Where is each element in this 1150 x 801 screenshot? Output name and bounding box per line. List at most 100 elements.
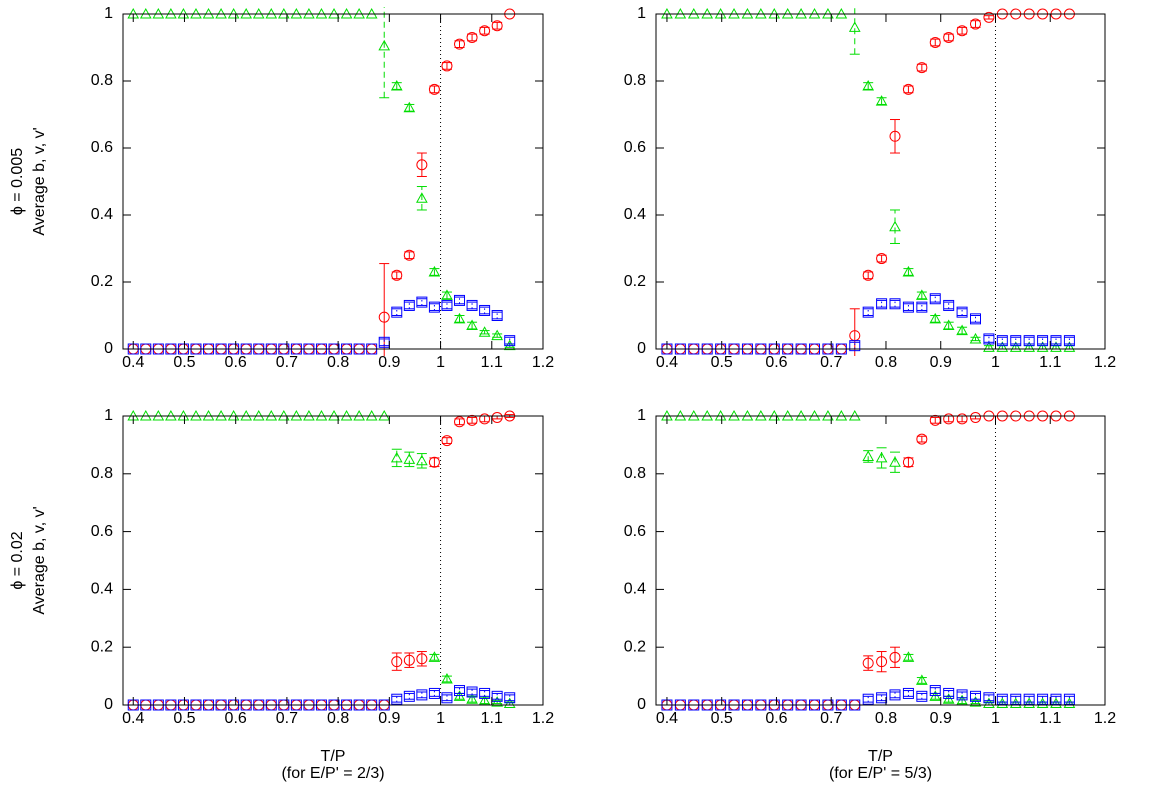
plot-area xyxy=(127,7,516,356)
panel: 0.4 0.5 0.6 0.7 0.8 0.9 1 1.1 1.2 0 0.2 0.4 0.6 0.8 1 xyxy=(624,5,1116,371)
square-marker xyxy=(876,298,888,310)
square-marker xyxy=(1063,335,1075,347)
circle-marker xyxy=(466,31,478,43)
square-marker xyxy=(1023,335,1035,347)
plot-frame xyxy=(122,415,544,706)
circle-marker xyxy=(876,656,888,668)
x-axis-label: (for E/P' = 5/3) xyxy=(829,765,932,782)
y-tick-label: 0 xyxy=(637,340,646,357)
y-tick-label: 0.6 xyxy=(91,139,113,156)
triangle-marker xyxy=(403,101,416,113)
square-marker xyxy=(491,310,503,321)
triangle-marker xyxy=(491,329,504,341)
plot-frame xyxy=(655,13,1106,350)
triangle-marker xyxy=(403,453,416,464)
triangle-marker xyxy=(902,651,915,662)
x-tick-label: 0.8 xyxy=(875,710,897,727)
x-tick-label: 0.4 xyxy=(656,354,678,371)
circle-marker xyxy=(403,249,415,261)
y-tick-label: 0.4 xyxy=(91,581,113,598)
square-marker xyxy=(929,685,941,697)
circle-marker xyxy=(970,18,982,30)
triangle-marker xyxy=(915,674,928,685)
circle-marker xyxy=(943,413,955,425)
triangle-marker xyxy=(1036,697,1049,709)
square-marker xyxy=(1050,335,1062,347)
triangle-marker xyxy=(428,265,441,277)
triangle-marker xyxy=(889,456,901,467)
circle-marker xyxy=(862,269,874,281)
y-tick-label: 0.6 xyxy=(624,523,646,540)
triangle-marker xyxy=(416,454,428,466)
x-tick-label: 1.1 xyxy=(1039,354,1061,371)
panel: 0.4 0.5 0.6 0.7 0.8 0.9 1 1.1 1.2 0 0.2 0.4 0.6 0.8 1 ϕ… xyxy=(9,5,554,371)
square-marker xyxy=(1037,335,1049,347)
triangle-marker xyxy=(1050,341,1062,352)
y-tick-label: 0.8 xyxy=(91,72,113,89)
circle-marker xyxy=(902,83,914,95)
circle-marker xyxy=(454,38,466,50)
triangle-marker xyxy=(875,95,888,106)
x-tick-label: 0.5 xyxy=(173,354,195,371)
x-tick-label: 0.4 xyxy=(122,354,144,371)
square-marker xyxy=(1037,693,1049,705)
x-tick-label: 0.5 xyxy=(711,710,733,727)
circle-marker xyxy=(441,60,453,72)
y-tick-label: 0.2 xyxy=(624,273,646,290)
triangle-marker xyxy=(902,265,915,277)
square-marker xyxy=(996,693,1008,705)
square-marker xyxy=(391,693,403,705)
square-marker xyxy=(983,692,995,704)
y-tick-label: 1 xyxy=(104,407,113,424)
x-tick-label: 0.9 xyxy=(930,710,952,727)
x-tick-label: 0.6 xyxy=(225,354,247,371)
x-tick-label: 0.6 xyxy=(765,354,787,371)
square-marker xyxy=(916,690,928,702)
circle-marker xyxy=(983,11,995,23)
circle-marker xyxy=(403,654,415,666)
circle-marker xyxy=(466,414,478,426)
x-tick-label: 0.6 xyxy=(225,710,247,727)
triangle-marker xyxy=(942,319,955,331)
square-marker xyxy=(479,304,491,316)
x-axis-label: T/P xyxy=(321,748,346,765)
triangle-marker xyxy=(378,39,391,51)
circle-marker xyxy=(391,269,403,281)
plot-area xyxy=(661,7,1076,356)
triangle-marker xyxy=(1063,697,1076,709)
triangle-marker xyxy=(1036,341,1049,352)
triangle-marker xyxy=(390,451,403,463)
circle-marker xyxy=(428,83,440,95)
square-marker xyxy=(943,299,955,311)
triangle-marker xyxy=(996,341,1009,352)
square-marker xyxy=(1050,693,1062,705)
y-axis-label: Average b, v, v' xyxy=(31,506,48,614)
circle-marker xyxy=(889,130,901,142)
x-tick-label: 0.9 xyxy=(930,354,952,371)
square-marker xyxy=(862,693,874,705)
triangle-marker xyxy=(862,79,875,91)
triangle-marker xyxy=(453,312,466,324)
square-marker xyxy=(491,690,503,702)
triangle-marker xyxy=(1023,697,1036,709)
y-tick-label: 0.2 xyxy=(91,638,113,655)
x-tick-label: 0.6 xyxy=(765,710,787,727)
x-tick-label: 1 xyxy=(436,710,445,727)
x-tick-label: 0.7 xyxy=(820,710,842,727)
triangle-marker xyxy=(1063,341,1076,352)
triangle-marker xyxy=(1050,697,1062,709)
square-marker xyxy=(996,335,1008,347)
y-tick-label: 0.2 xyxy=(91,273,113,290)
x-axis-label: T/P xyxy=(868,748,893,765)
y-tick-label: 0.4 xyxy=(624,581,646,598)
circle-marker xyxy=(491,20,503,32)
circle-marker xyxy=(916,433,928,445)
x-tick-label: 1.2 xyxy=(532,710,554,727)
triangle-marker xyxy=(983,341,995,352)
square-marker xyxy=(504,692,516,704)
x-tick-label: 0.8 xyxy=(875,354,897,371)
circle-marker xyxy=(416,159,428,171)
square-marker xyxy=(428,301,440,313)
square-marker xyxy=(956,306,968,318)
square-marker xyxy=(479,687,491,699)
